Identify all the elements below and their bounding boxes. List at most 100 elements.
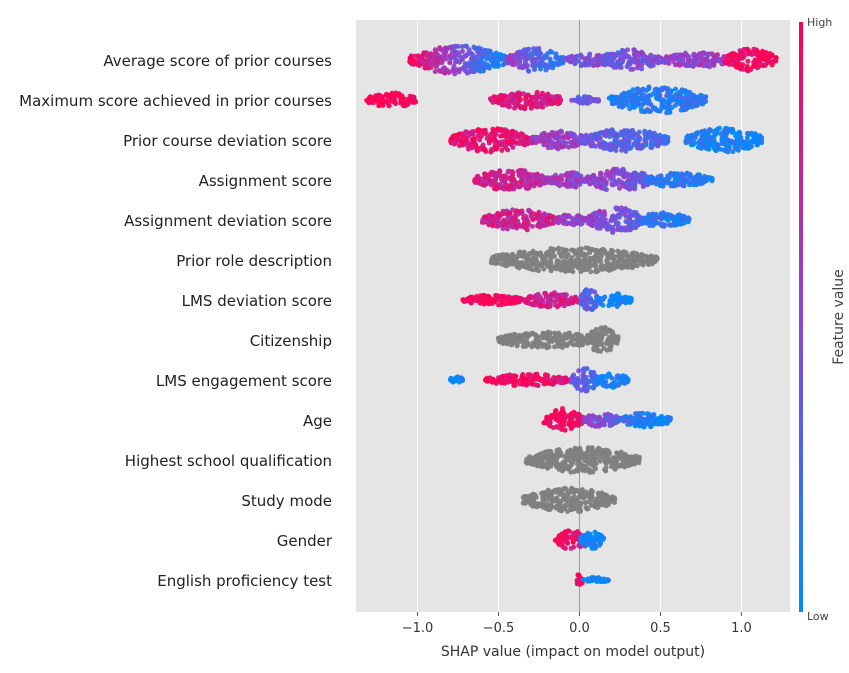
- shap-point: [488, 149, 494, 155]
- shap-point: [523, 95, 529, 101]
- shap-point: [580, 367, 586, 373]
- shap-point: [373, 93, 379, 99]
- shap-point: [743, 52, 749, 57]
- shap-point: [502, 100, 508, 106]
- shap-point: [493, 183, 499, 189]
- shap-point: [536, 55, 542, 61]
- shap-point: [599, 329, 604, 335]
- shap-point: [664, 54, 670, 60]
- shap-point: [580, 100, 586, 106]
- data-points: [364, 43, 779, 587]
- shap-point: [633, 95, 639, 101]
- shap-point: [556, 302, 562, 308]
- shap-point: [506, 338, 512, 344]
- shap-point: [700, 52, 706, 58]
- shap-point: [429, 58, 435, 64]
- shap-point: [754, 49, 760, 55]
- shap-point: [600, 54, 606, 60]
- shap-point: [644, 60, 650, 66]
- shap-point: [545, 304, 551, 310]
- shap-point: [666, 222, 672, 228]
- shap-point: [559, 144, 565, 150]
- shap-point: [583, 380, 589, 386]
- shap-point: [489, 169, 495, 175]
- shap-point: [422, 65, 428, 71]
- shap-point: [606, 146, 612, 152]
- shap-point: [481, 301, 487, 307]
- shap-point: [554, 266, 560, 272]
- shap-point: [696, 179, 702, 185]
- shap-point: [500, 208, 506, 214]
- shap-point: [756, 61, 762, 67]
- shap-point: [452, 59, 458, 65]
- shap-point: [505, 215, 511, 221]
- shap-point: [593, 263, 599, 269]
- shap-point: [448, 377, 454, 383]
- shap-point: [555, 55, 561, 61]
- shap-point: [603, 187, 609, 193]
- shap-point: [469, 145, 475, 151]
- shap-point: [726, 56, 731, 62]
- shap-point: [601, 145, 607, 151]
- shap-point: [619, 299, 625, 305]
- shap-point: [502, 94, 508, 100]
- shap-point: [754, 136, 760, 142]
- shap-point: [636, 256, 642, 262]
- shap-point: [572, 60, 577, 66]
- shap-point: [496, 335, 502, 341]
- shap-point: [665, 90, 671, 96]
- shap-point: [506, 103, 512, 109]
- shap-point: [507, 210, 513, 216]
- shap-point: [548, 299, 554, 305]
- shap-point: [518, 131, 524, 137]
- shap-point: [760, 48, 765, 54]
- shap-point: [712, 131, 718, 137]
- shap-point: [621, 128, 627, 134]
- shap-point: [389, 96, 395, 102]
- shap-point: [669, 105, 675, 111]
- shap-point: [525, 253, 530, 259]
- shap-point: [572, 54, 578, 60]
- shap-point: [578, 135, 584, 141]
- shap-point: [524, 332, 530, 338]
- shap-point: [443, 45, 449, 51]
- shap-point: [447, 44, 453, 50]
- shap-point: [453, 43, 458, 49]
- shap-point: [610, 337, 616, 343]
- shap-point: [504, 54, 510, 60]
- shap-point: [513, 208, 519, 214]
- shap-point: [601, 383, 607, 388]
- shap-point: [591, 222, 597, 227]
- shap-point: [546, 63, 552, 69]
- shap-point: [475, 46, 481, 52]
- shap-point: [489, 214, 495, 220]
- shap-point: [576, 213, 582, 219]
- shap-point: [386, 103, 392, 109]
- shap-point: [399, 93, 405, 99]
- shap-point: [486, 63, 492, 69]
- shap-point: [745, 46, 751, 52]
- shap-point: [492, 140, 498, 146]
- shap-point: [565, 265, 571, 271]
- shap-point: [578, 250, 584, 256]
- shap-point: [595, 97, 601, 103]
- shap-point: [682, 50, 688, 56]
- shap-point: [544, 345, 550, 351]
- shap-point: [548, 377, 554, 383]
- shap-point: [524, 339, 530, 345]
- shap-point: [532, 254, 537, 260]
- shap-point: [575, 376, 581, 381]
- shap-point: [460, 48, 465, 54]
- shap-point: [666, 99, 672, 105]
- shap-point: [745, 58, 751, 64]
- shap-point: [505, 169, 511, 175]
- shap-point: [508, 92, 514, 98]
- shap-point: [615, 248, 621, 254]
- shap-point: [617, 97, 623, 103]
- shap-point: [744, 64, 750, 69]
- shap-point: [614, 142, 620, 148]
- shap-point: [652, 132, 658, 138]
- shap-point: [497, 379, 502, 384]
- shap-point: [626, 90, 632, 96]
- shap-point: [707, 127, 713, 133]
